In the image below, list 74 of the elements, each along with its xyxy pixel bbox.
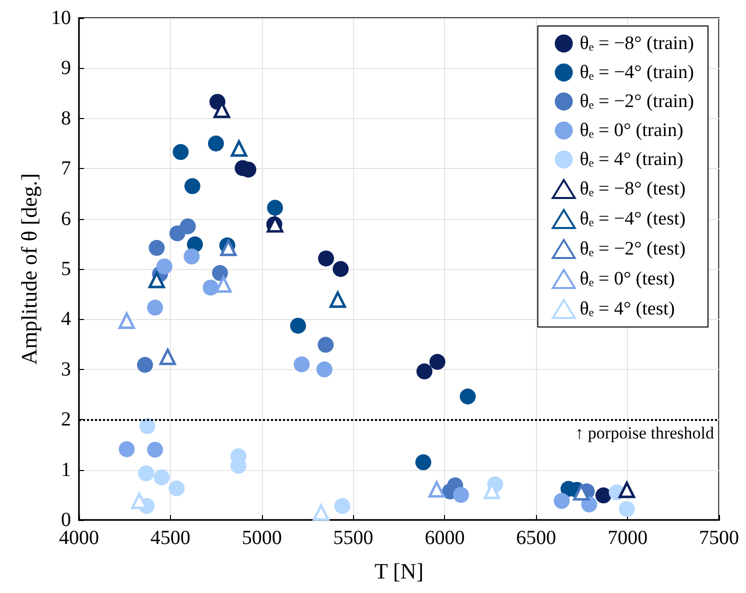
- point: [595, 487, 612, 504]
- legend-label: θₑ = −8° (train): [580, 33, 694, 54]
- point: [573, 484, 590, 501]
- point: [139, 418, 156, 434]
- point: [230, 140, 248, 157]
- y-tick-label: 9: [61, 57, 71, 80]
- point: [147, 442, 164, 458]
- point: [172, 144, 189, 160]
- y-tick-label: 4: [61, 308, 71, 330]
- legend-label: θₑ = −2° (train): [580, 91, 694, 112]
- point: [212, 265, 228, 282]
- point: [184, 248, 200, 264]
- y-axis-title: Amplitude of θ [deg.]: [16, 173, 42, 365]
- x-axis-title: T [N]: [374, 558, 424, 584]
- point: [416, 363, 432, 380]
- y-tick-label: 6: [61, 208, 71, 230]
- point: [267, 200, 284, 216]
- point: [154, 469, 170, 486]
- point: [156, 258, 172, 274]
- point: [159, 348, 176, 366]
- point: [334, 498, 350, 514]
- point: [184, 178, 200, 194]
- point: [460, 388, 476, 405]
- x-tick-label: 4500: [150, 527, 190, 549]
- point: [415, 454, 432, 470]
- point: [220, 240, 237, 256]
- y-tick-label: 3: [61, 358, 71, 380]
- point: [118, 312, 135, 329]
- x-tick-label: 5500: [333, 527, 374, 549]
- point: [453, 486, 469, 503]
- legend-label: θₑ = −4° (test): [580, 208, 686, 230]
- point: [318, 250, 334, 266]
- y-tick-label: 5: [61, 258, 71, 280]
- point: [429, 354, 446, 370]
- point: [202, 280, 219, 296]
- legend-label: θₑ = 0° (train): [580, 120, 684, 141]
- point: [294, 356, 310, 372]
- point: [147, 300, 164, 316]
- point: [290, 318, 306, 334]
- legend-label: θₑ = 0° (test): [580, 268, 675, 290]
- y-tick-label: 8: [61, 107, 71, 130]
- y-tick-label: 2: [61, 408, 71, 431]
- x-tick-label: 7500: [699, 527, 739, 549]
- point: [428, 481, 445, 498]
- point: [618, 500, 635, 517]
- y-tick-label: 10: [51, 7, 71, 29]
- legend-label: θₑ = 4° (train): [580, 149, 684, 170]
- y-tick-label: 1: [61, 458, 71, 481]
- legend-label: θₑ = 4° (test): [580, 298, 675, 320]
- ref-line-label: ↑ porpoise threshold: [575, 424, 714, 443]
- point: [180, 218, 196, 234]
- point: [138, 465, 154, 482]
- point: [118, 441, 135, 458]
- point: [329, 291, 346, 308]
- point: [148, 240, 165, 256]
- point: [318, 336, 334, 353]
- x-tick-label: 5000: [242, 527, 282, 549]
- point: [168, 480, 185, 496]
- point: [554, 492, 570, 509]
- point: [148, 272, 165, 288]
- legend-label: θₑ = −8° (test): [580, 178, 686, 200]
- x-tick-label: 6000: [424, 527, 465, 549]
- point: [316, 361, 332, 378]
- y-tick-label: 7: [61, 158, 71, 180]
- legend-label: θₑ = −2° (test): [580, 238, 686, 260]
- point: [312, 504, 330, 521]
- point: [137, 356, 154, 373]
- point: [215, 276, 232, 293]
- point: [208, 136, 224, 152]
- x-tick-label: 6500: [516, 527, 556, 549]
- point: [618, 482, 636, 498]
- legend-label: θₑ = −4° (train): [580, 62, 694, 83]
- x-tick-label: 7000: [608, 527, 648, 549]
- point: [332, 261, 349, 277]
